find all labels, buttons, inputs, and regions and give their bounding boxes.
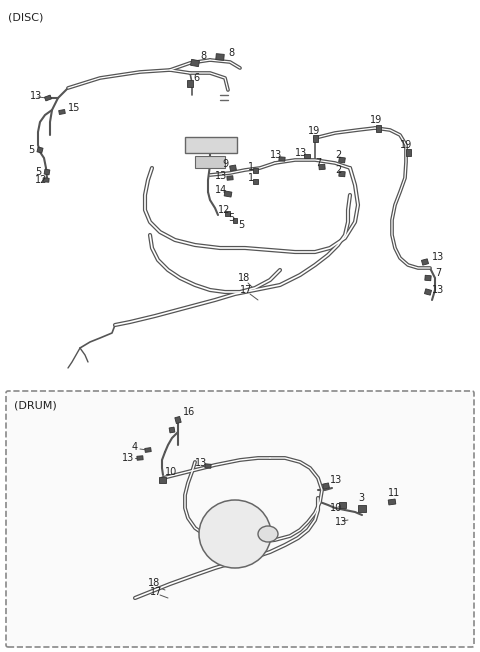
Bar <box>339 157 345 163</box>
Bar <box>375 125 381 132</box>
Text: 19: 19 <box>400 140 412 150</box>
Bar <box>338 502 346 508</box>
Bar <box>195 156 225 168</box>
Text: 13: 13 <box>270 150 282 160</box>
Bar <box>187 80 193 87</box>
Text: 16: 16 <box>183 407 195 417</box>
Bar <box>169 427 175 433</box>
Bar <box>175 417 181 424</box>
Text: 5: 5 <box>28 145 34 155</box>
Bar <box>43 178 49 183</box>
Text: 13: 13 <box>432 252 444 262</box>
Bar <box>191 59 200 67</box>
Bar <box>425 275 431 281</box>
Bar <box>216 53 224 61</box>
Text: (DRUM): (DRUM) <box>14 400 57 410</box>
Text: 14: 14 <box>215 185 227 195</box>
Bar <box>45 95 51 101</box>
Text: 15: 15 <box>68 103 80 113</box>
Text: 5: 5 <box>228 213 234 223</box>
Text: 4: 4 <box>132 442 138 452</box>
Bar <box>388 499 396 505</box>
Text: 13: 13 <box>122 453 134 463</box>
Bar <box>323 483 329 489</box>
Text: 3: 3 <box>358 493 364 503</box>
Text: (DISC): (DISC) <box>8 12 43 22</box>
Text: 13: 13 <box>295 148 307 158</box>
Text: 1: 1 <box>248 173 254 183</box>
Text: 8: 8 <box>200 51 206 61</box>
Bar <box>319 164 325 170</box>
Text: 11: 11 <box>388 488 400 498</box>
Text: 2: 2 <box>335 165 341 175</box>
Text: 8: 8 <box>228 48 234 58</box>
Bar <box>252 168 257 173</box>
Text: 7: 7 <box>435 268 441 278</box>
Bar <box>224 191 232 197</box>
Text: 13: 13 <box>30 91 42 101</box>
Text: 2: 2 <box>335 150 341 160</box>
Bar <box>279 156 285 161</box>
Text: 6: 6 <box>193 73 199 83</box>
Bar <box>304 154 310 158</box>
Bar <box>252 179 257 183</box>
Bar <box>225 211 229 216</box>
FancyBboxPatch shape <box>6 391 474 647</box>
Bar <box>358 505 366 512</box>
Bar <box>233 218 237 222</box>
Text: 5: 5 <box>35 167 41 177</box>
Text: 18: 18 <box>148 578 160 588</box>
Bar <box>205 464 211 468</box>
Bar <box>44 169 50 175</box>
Text: 19: 19 <box>370 115 382 125</box>
Text: 12: 12 <box>35 175 48 185</box>
Text: 17: 17 <box>240 285 252 295</box>
Text: 18: 18 <box>238 273 250 283</box>
Text: 5: 5 <box>238 220 244 230</box>
Text: 13: 13 <box>432 285 444 295</box>
Text: 9: 9 <box>222 159 228 169</box>
Ellipse shape <box>199 500 271 568</box>
Bar <box>158 477 166 483</box>
Bar <box>312 134 317 141</box>
Text: 7: 7 <box>315 158 321 168</box>
Text: 17: 17 <box>150 587 162 597</box>
Text: 1: 1 <box>248 162 254 172</box>
Bar <box>137 456 143 460</box>
Bar <box>227 176 233 180</box>
Bar <box>339 171 345 177</box>
Text: 19: 19 <box>308 126 320 136</box>
Bar <box>59 110 65 115</box>
Text: 13: 13 <box>335 517 347 527</box>
Text: 13: 13 <box>330 475 342 485</box>
Bar <box>424 289 432 295</box>
Text: 12: 12 <box>218 205 230 215</box>
Text: 13: 13 <box>215 171 227 181</box>
Bar <box>421 259 429 265</box>
Bar <box>406 149 410 155</box>
Bar <box>145 448 151 452</box>
Bar <box>37 147 43 153</box>
Text: 10: 10 <box>165 467 177 477</box>
Bar <box>185 137 237 153</box>
Text: 13: 13 <box>195 458 207 468</box>
Ellipse shape <box>258 526 278 542</box>
Text: 10: 10 <box>330 503 342 513</box>
Bar <box>229 165 236 171</box>
